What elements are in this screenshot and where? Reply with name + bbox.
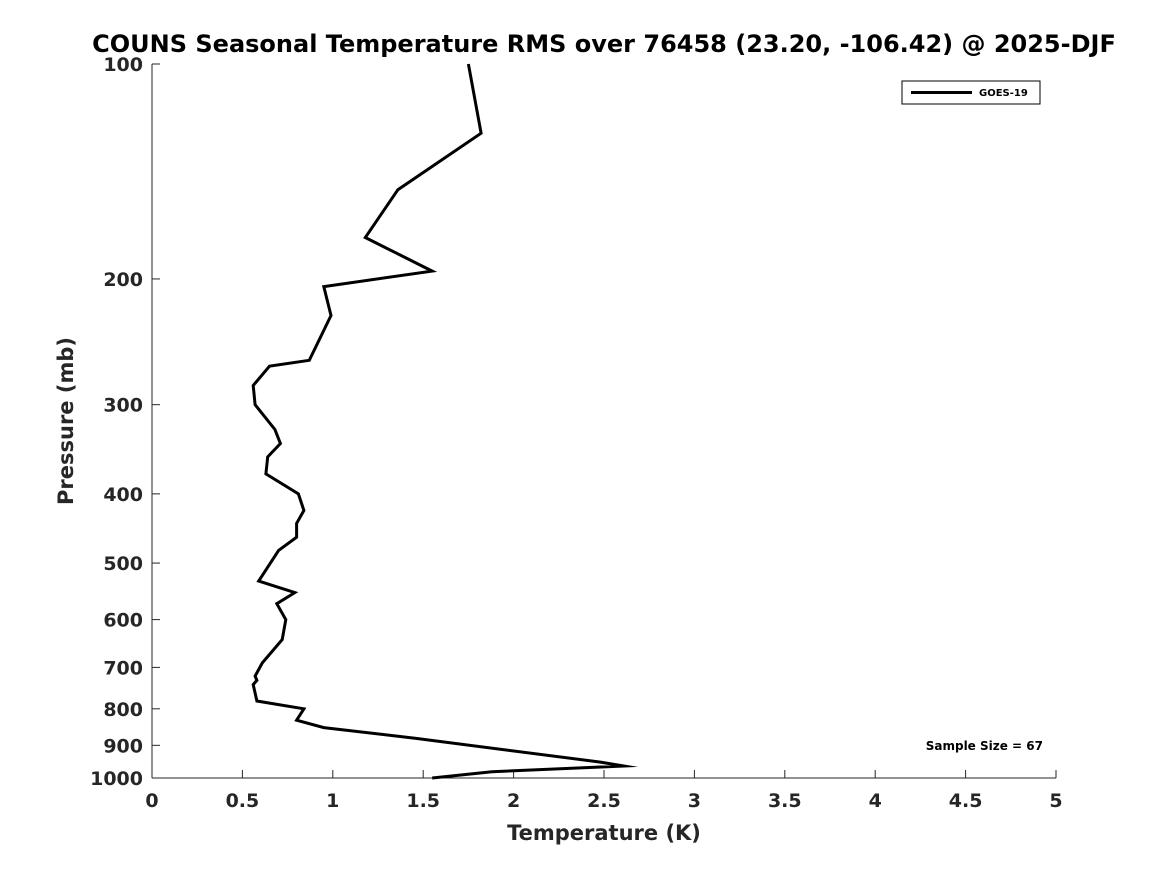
x-axis-ticks: 0 0.5 1 1.5 2 2.5 3 3.5 4 4.5 5 [145,770,1063,812]
x-tick-label: 2.5 [587,790,621,812]
y-tick-label: 900 [103,735,143,757]
x-axis-label: Temperature (K) [507,821,701,845]
x-tick-label: 4.5 [949,790,983,812]
y-tick-label: 700 [103,657,143,679]
chart-title: COUNS Seasonal Temperature RMS over 7645… [92,30,1116,58]
x-tick-label: 3 [688,790,701,812]
series-group [251,63,639,780]
sample-size-annotation: Sample Size = 67 [926,739,1043,753]
x-tick-label: 2 [507,790,520,812]
series-line-goes-19 [251,63,639,780]
y-tick-label: 200 [103,269,143,291]
y-axis-ticks: 100 200 300 400 500 600 700 800 900 1000 [90,54,160,790]
x-tick-label: 3.5 [768,790,802,812]
x-tick-label: 1.5 [406,790,440,812]
y-tick-label: 600 [103,610,143,632]
legend-entry-goes-19: GOES-19 [979,88,1028,99]
x-tick-label: 0 [145,790,158,812]
y-tick-label: 500 [103,553,143,575]
x-tick-label: 0.5 [226,790,260,812]
x-tick-label: 4 [869,790,882,812]
y-tick-label: 800 [103,699,143,721]
legend: GOES-19 [901,80,1041,105]
x-tick-label: 5 [1049,790,1062,812]
y-tick-label: 1000 [90,768,143,790]
y-tick-label: 300 [103,395,143,417]
x-tick-label: 1 [326,790,339,812]
y-axis-label: Pressure (mb) [54,337,78,505]
y-tick-label: 400 [103,484,143,506]
y-tick-label: 100 [103,54,143,76]
